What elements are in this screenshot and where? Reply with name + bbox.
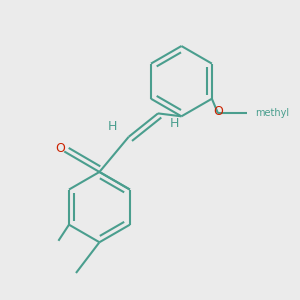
Text: H: H bbox=[169, 117, 179, 130]
Text: methyl: methyl bbox=[255, 108, 289, 118]
Text: H: H bbox=[108, 120, 117, 133]
Text: O: O bbox=[213, 105, 223, 119]
Text: O: O bbox=[55, 142, 65, 155]
